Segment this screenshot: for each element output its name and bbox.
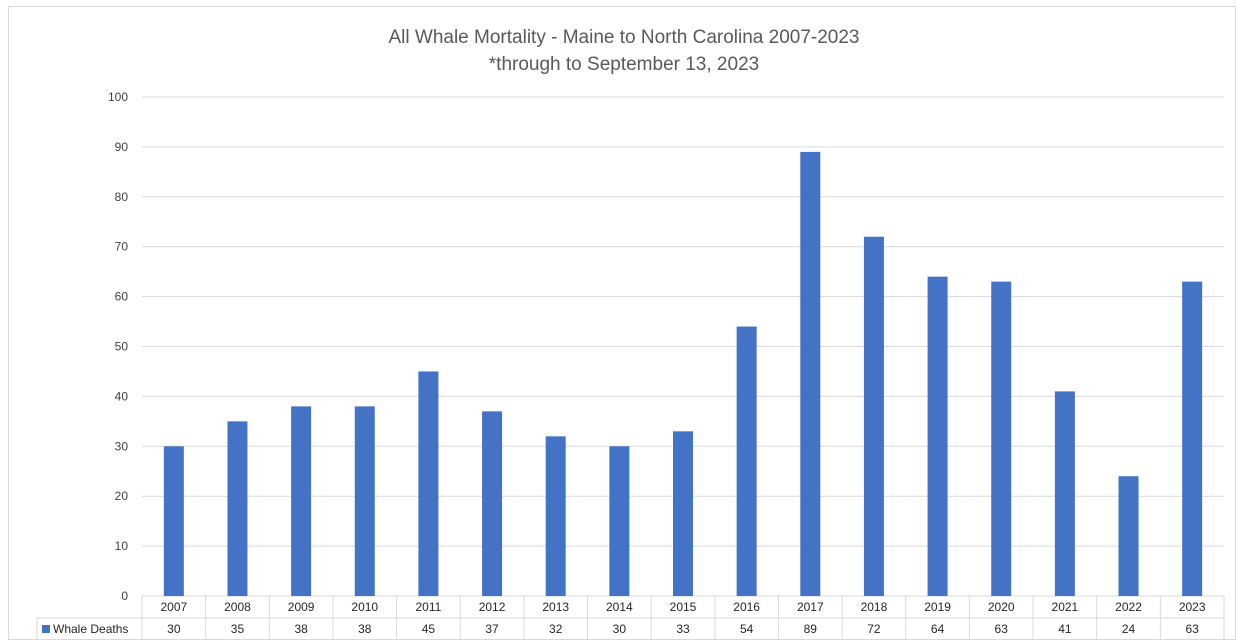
- x-tick-label: 2020: [988, 600, 1015, 614]
- chart-title: All Whale Mortality - Maine to North Car…: [389, 27, 860, 48]
- x-tick-label: 2008: [224, 600, 251, 614]
- grid-lines: [142, 96, 1224, 597]
- data-label: 45: [422, 622, 436, 636]
- data-label: 72: [867, 622, 881, 636]
- bar-2008: [227, 421, 248, 596]
- x-tick-label: 2019: [924, 600, 951, 614]
- bar-2011: [418, 371, 439, 596]
- data-label: 24: [1122, 622, 1136, 636]
- x-tick-label: 2018: [861, 600, 888, 614]
- bar-2009: [291, 406, 312, 596]
- bar-2014: [609, 446, 630, 596]
- bar-2007: [163, 446, 184, 596]
- data-label: 38: [294, 622, 308, 636]
- data-label: 89: [804, 622, 818, 636]
- x-tick-label: 2015: [670, 600, 697, 614]
- y-tick-label: 20: [115, 489, 129, 503]
- x-tick-label: 2010: [351, 600, 378, 614]
- y-tick-label: 100: [108, 90, 128, 104]
- y-tick-label: 80: [115, 190, 129, 204]
- y-tick-label: 40: [115, 389, 129, 403]
- data-label: 64: [931, 622, 945, 636]
- x-tick-label: 2012: [479, 600, 506, 614]
- y-tick-label: 10: [115, 539, 129, 553]
- x-tick-label: 2014: [606, 600, 633, 614]
- data-table: 2007 2008 2009 2010 2011 2012 2013 2014 2015 2016…: [36, 596, 1225, 640]
- x-tick-label: 2011: [416, 600, 442, 614]
- y-axis-ticks: 0 10 20 30 40 50 60 70 80 90 100: [108, 90, 128, 603]
- bar-2021: [1054, 391, 1075, 596]
- y-tick-label: 50: [115, 340, 129, 354]
- y-tick-label: 90: [115, 140, 129, 154]
- x-tick-label: 2017: [797, 600, 824, 614]
- x-tick-label: 2023: [1179, 600, 1206, 614]
- data-label: 38: [358, 622, 372, 636]
- legend-key: [42, 625, 50, 633]
- bar-2010: [354, 406, 375, 596]
- data-label: 30: [167, 622, 181, 636]
- bar-2016: [736, 326, 757, 596]
- x-tick-label: 2013: [542, 600, 569, 614]
- bar-2012: [482, 411, 503, 596]
- x-tick-label: 2007: [160, 600, 187, 614]
- x-tick-label: 2021: [1052, 600, 1079, 614]
- y-tick-label: 70: [115, 240, 129, 254]
- data-label: 33: [676, 622, 690, 636]
- chart-subtitle: *through to September 13, 2023: [489, 54, 759, 75]
- bars: [163, 151, 1203, 596]
- bar-2019: [927, 276, 948, 596]
- bar-2020: [991, 281, 1012, 596]
- data-label: 41: [1058, 622, 1072, 636]
- x-tick-label: 2016: [733, 600, 760, 614]
- legend-label: Whale Deaths: [53, 622, 128, 636]
- bar-2022: [1118, 476, 1139, 596]
- bar-2017: [800, 151, 821, 596]
- bar-2023: [1182, 281, 1203, 596]
- data-label: 35: [231, 622, 245, 636]
- y-tick-label: 0: [121, 589, 128, 603]
- data-label: 63: [995, 622, 1009, 636]
- bar-2018: [863, 236, 884, 596]
- data-label: 63: [1185, 622, 1199, 636]
- data-label: 30: [613, 622, 627, 636]
- bar-2013: [545, 436, 566, 596]
- data-label: 32: [549, 622, 563, 636]
- data-label: 37: [485, 622, 499, 636]
- y-tick-label: 60: [115, 290, 129, 304]
- y-tick-label: 30: [115, 439, 129, 453]
- bar-2015: [673, 431, 693, 596]
- x-tick-label: 2009: [288, 600, 315, 614]
- x-tick-label: 2022: [1115, 600, 1142, 614]
- data-label: 54: [740, 622, 754, 636]
